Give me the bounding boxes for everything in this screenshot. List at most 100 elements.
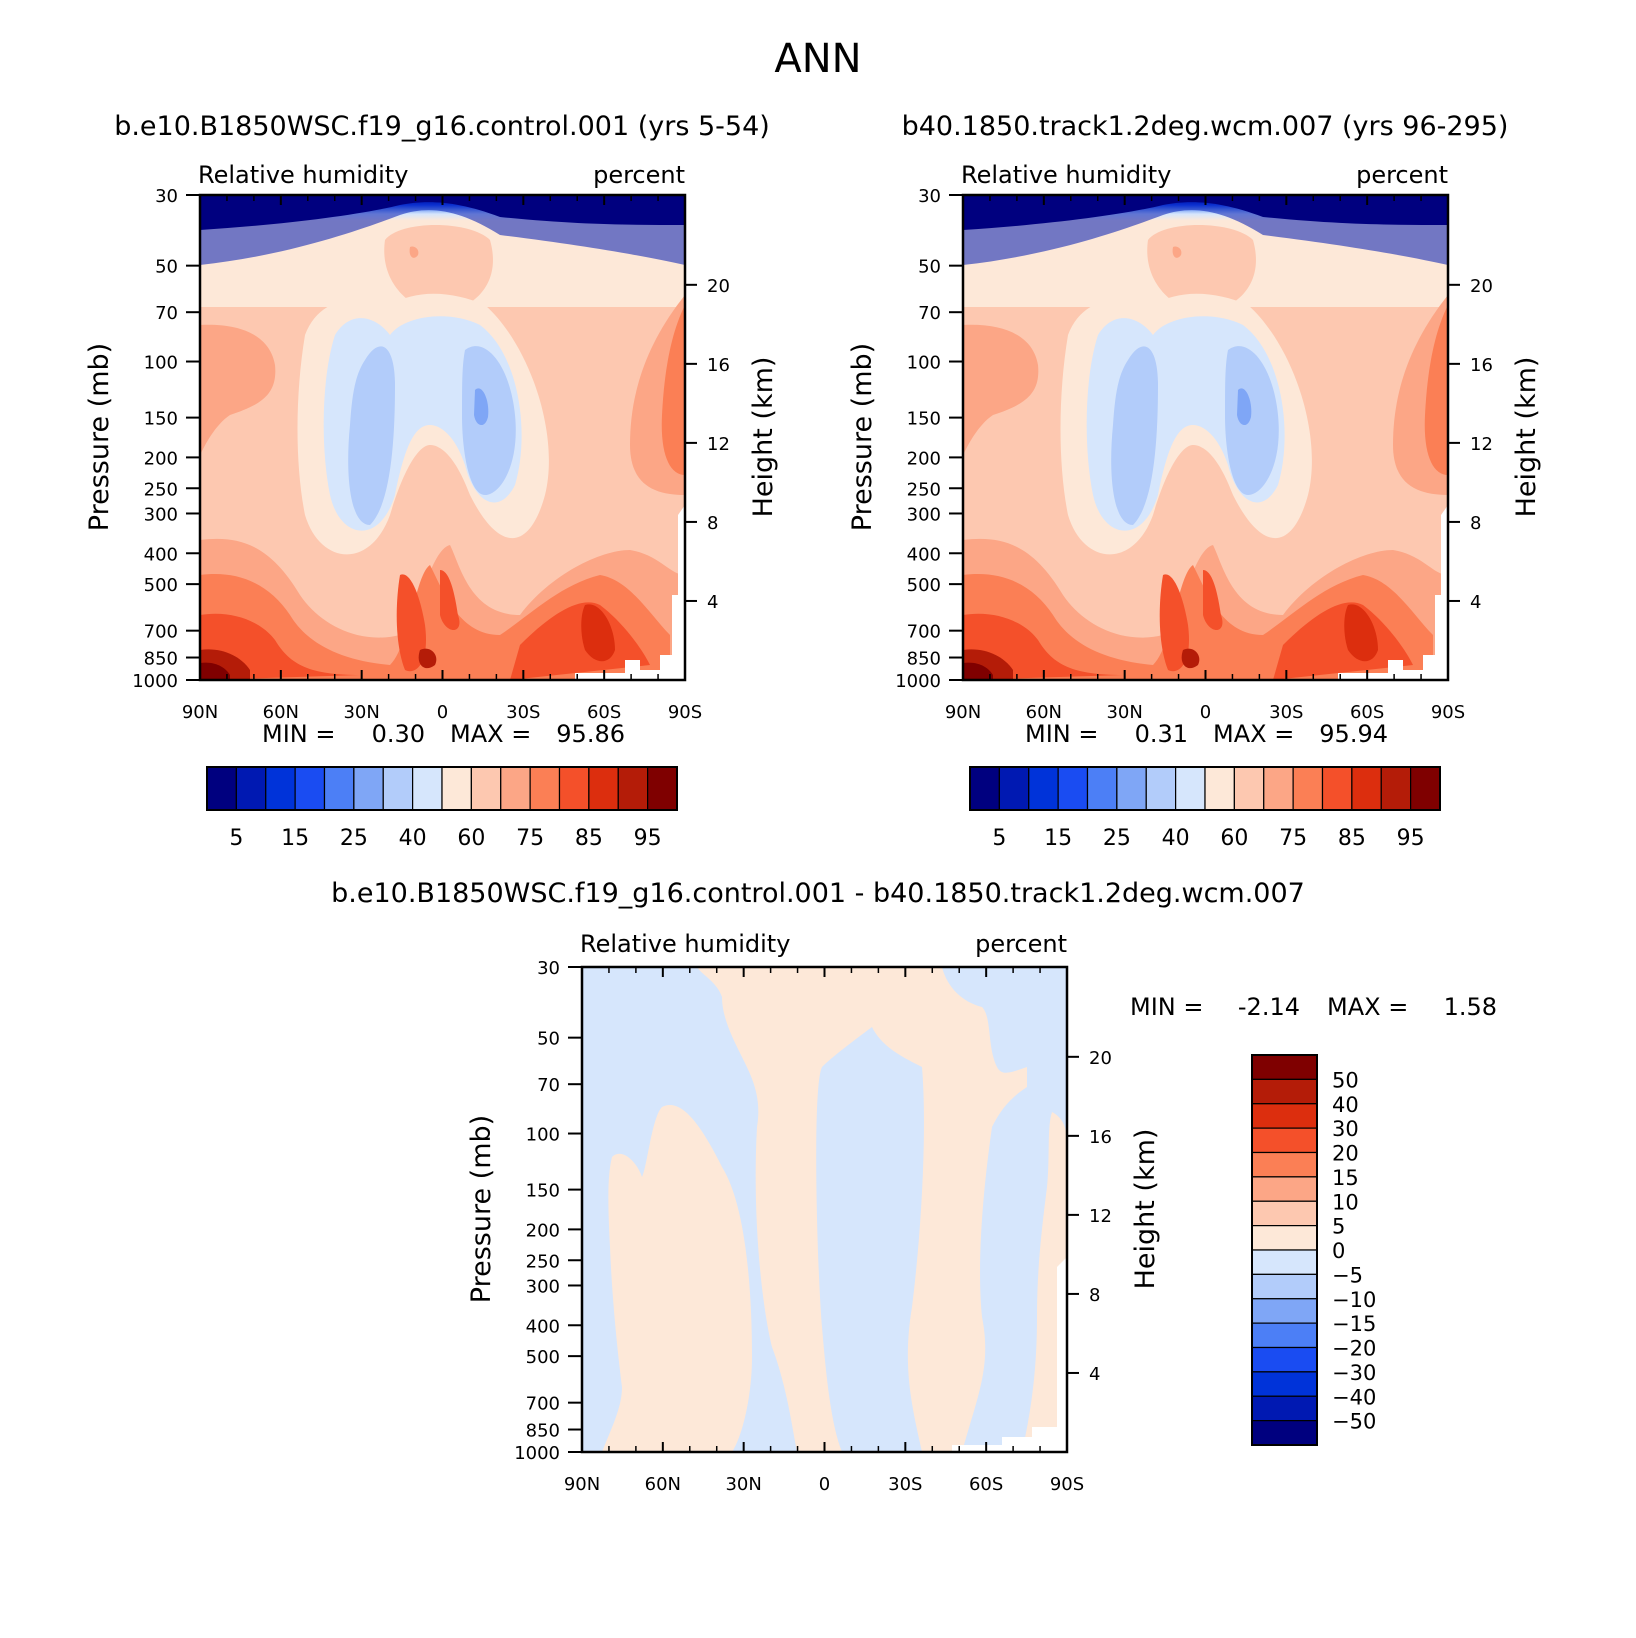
colorbar-label: −30 <box>1332 1361 1376 1385</box>
colorbar-box <box>500 766 531 811</box>
colorbar-label: 40 <box>399 826 427 851</box>
colorbar-frame <box>1251 1054 1318 1446</box>
colorbar: 5 15 25 40 60 75 85 95 <box>206 766 678 851</box>
y-axis-label: Pressure (mb) <box>847 343 878 531</box>
y-tick-label: 500 <box>144 575 178 596</box>
y-tick-label: 250 <box>526 1251 560 1272</box>
colorbar-label: 25 <box>1103 826 1131 851</box>
right-string: percent <box>1356 161 1448 189</box>
y2-axis-label: Height (km) <box>1511 357 1542 518</box>
colorbar-label: −50 <box>1332 1410 1376 1434</box>
max-label: MAX = <box>1327 993 1408 1021</box>
colorbar-label: 60 <box>1220 826 1248 851</box>
colorbar-box <box>1175 766 1206 811</box>
x-tick-label: 60N <box>263 702 299 723</box>
colorbar: 5 15 25 40 60 75 85 95 <box>969 766 1441 851</box>
y2-axis-label: Height (km) <box>748 357 779 518</box>
x-tick-label: 60S <box>587 702 621 723</box>
y-tick-label: 250 <box>907 479 941 500</box>
y-tick-label: 50 <box>537 1029 560 1050</box>
min-value: -2.14 <box>1238 993 1300 1021</box>
y2-tick-label: 16 <box>1089 1127 1112 1148</box>
colorbar-label: 30 <box>1332 1117 1359 1141</box>
y-tick-label: 500 <box>907 575 941 596</box>
y-tick-label: 700 <box>907 622 941 643</box>
colorbar-box <box>1086 766 1118 811</box>
colorbar-box <box>1380 766 1412 811</box>
x-tick-label: 0 <box>819 1474 830 1495</box>
panel-title: b.e10.B1850WSC.f19_g16.control.001 - b40… <box>331 878 1305 909</box>
colorbar-box <box>529 766 561 811</box>
y-tick-label: 400 <box>144 544 178 565</box>
y2-tick-label: 20 <box>1470 276 1493 297</box>
colorbar-label: −15 <box>1332 1312 1376 1336</box>
colorbar-box <box>1251 1346 1318 1373</box>
colorbar-box <box>1251 1249 1318 1275</box>
colorbar-label: 20 <box>1332 1142 1359 1166</box>
colorbar-box <box>412 766 443 811</box>
colorbar-label: 50 <box>1332 1068 1359 1092</box>
colorbar-box <box>1251 1420 1318 1446</box>
x-tick-label: 90S <box>1431 702 1465 723</box>
y2-tick-label: 4 <box>1089 1364 1100 1385</box>
colorbar-box <box>1321 766 1353 811</box>
min-label: MIN = <box>262 720 335 748</box>
colorbar-label: 95 <box>1397 826 1425 851</box>
colorbar-box <box>1251 1127 1318 1154</box>
colorbar-box <box>1251 1054 1318 1080</box>
colorbar-label: 10 <box>1332 1190 1359 1214</box>
colorbar-box <box>617 766 649 811</box>
colorbar-frame <box>969 766 1441 811</box>
colorbar-box <box>382 766 414 811</box>
y2-tick-label: 12 <box>707 434 730 455</box>
colorbar-box <box>470 766 502 811</box>
colorbar-box <box>353 766 384 811</box>
max-value: 95.86 <box>556 720 625 748</box>
colorbar-box <box>1251 1273 1318 1300</box>
y-tick-label: 30 <box>918 186 941 207</box>
y2-tick-label: 8 <box>707 513 718 534</box>
x-tick-label: 30S <box>1269 702 1303 723</box>
y-tick-label: 70 <box>155 303 178 324</box>
y-tick-label: 700 <box>526 1394 560 1415</box>
colorbar-box <box>1233 766 1265 811</box>
x-tick-label: 90N <box>564 1474 600 1495</box>
max-value: 95.94 <box>1319 720 1388 748</box>
x-axis: 90N 60N 30N 0 30S 60S 90S <box>945 195 1465 723</box>
y-tick-label: 200 <box>526 1220 560 1241</box>
colorbar-label: 75 <box>516 826 544 851</box>
colorbar-box <box>1116 766 1147 811</box>
y2-tick-label: 12 <box>1470 434 1493 455</box>
colorbar-box <box>1145 766 1177 811</box>
left-string: Relative humidity <box>198 161 408 189</box>
y-tick-label: 1000 <box>895 671 941 692</box>
colorbar-box <box>206 766 237 811</box>
y2-axis: 20 16 12 8 4 <box>1067 1048 1112 1385</box>
colorbar-box <box>1251 1176 1318 1202</box>
colorbar-label: 40 <box>1162 826 1190 851</box>
y-axis-label: Pressure (mb) <box>466 1115 497 1303</box>
x-tick-label: 30N <box>725 1474 761 1495</box>
y-tick-label: 200 <box>907 448 941 469</box>
colorbar-box <box>294 766 326 811</box>
left-string: Relative humidity <box>580 930 790 958</box>
colorbar-box <box>1204 766 1235 811</box>
right-string: percent <box>593 161 685 189</box>
colorbar-label: −20 <box>1332 1337 1376 1361</box>
y-tick-label: 850 <box>526 1421 560 1442</box>
y-tick-label: 30 <box>155 186 178 207</box>
colorbar-box <box>1263 766 1294 811</box>
min-value: 0.31 <box>1135 720 1188 748</box>
y-tick-label: 50 <box>155 257 178 278</box>
max-label: MAX = <box>1213 720 1294 748</box>
left-string: Relative humidity <box>961 161 1171 189</box>
x-tick-label: 90N <box>945 702 981 723</box>
colorbar-label: 40 <box>1332 1093 1359 1117</box>
y-tick-label: 100 <box>526 1125 560 1146</box>
colorbar-box <box>441 766 472 811</box>
y-tick-label: 400 <box>526 1316 560 1337</box>
contour-field <box>963 195 1448 680</box>
colorbar-box <box>647 766 678 811</box>
